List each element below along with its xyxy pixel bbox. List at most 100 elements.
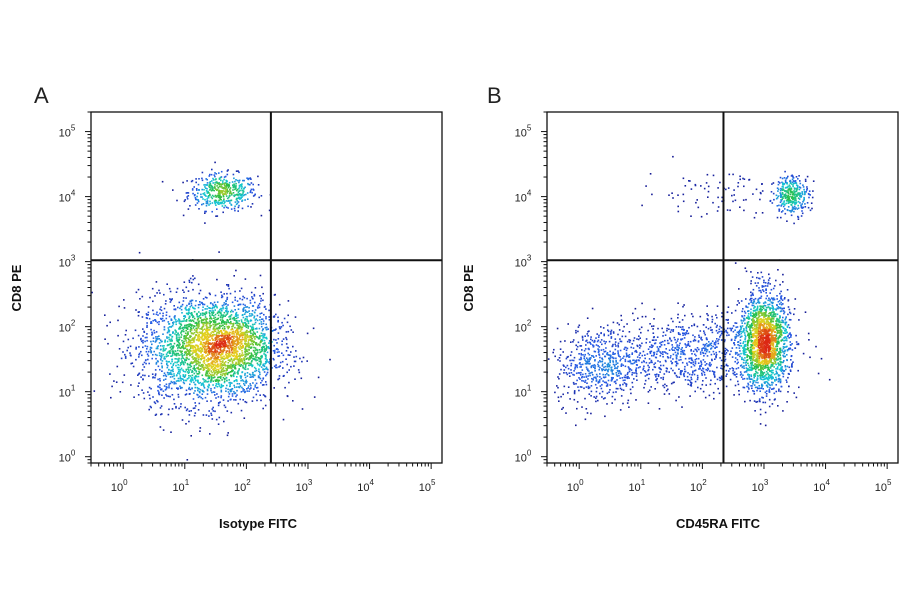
data-point bbox=[779, 176, 782, 179]
data-point bbox=[219, 365, 221, 367]
data-point bbox=[217, 396, 220, 398]
data-point bbox=[193, 376, 196, 378]
data-point bbox=[137, 288, 140, 291]
data-point bbox=[244, 348, 247, 350]
data-point bbox=[711, 321, 713, 323]
data-point bbox=[628, 339, 630, 341]
data-point bbox=[205, 370, 208, 372]
data-point bbox=[717, 196, 719, 199]
data-point bbox=[184, 199, 186, 201]
data-point bbox=[250, 353, 253, 355]
data-point bbox=[207, 380, 210, 383]
data-point bbox=[141, 369, 144, 371]
data-point bbox=[253, 194, 256, 197]
data-point bbox=[629, 339, 632, 342]
data-point bbox=[194, 277, 196, 280]
data-point bbox=[169, 395, 171, 398]
data-point bbox=[761, 396, 763, 399]
data-point bbox=[250, 360, 253, 363]
data-point bbox=[690, 350, 692, 352]
data-point bbox=[196, 189, 198, 191]
data-point bbox=[809, 194, 811, 196]
data-point bbox=[235, 269, 237, 272]
data-point bbox=[237, 314, 239, 316]
data-point bbox=[212, 348, 214, 350]
data-point bbox=[702, 359, 705, 361]
data-point bbox=[766, 285, 769, 287]
data-point bbox=[147, 350, 150, 353]
data-point bbox=[209, 193, 211, 196]
data-point bbox=[177, 377, 180, 380]
data-point bbox=[260, 366, 263, 368]
data-point bbox=[606, 392, 609, 395]
data-point bbox=[708, 394, 711, 397]
data-point bbox=[239, 193, 241, 195]
data-point bbox=[201, 327, 203, 330]
data-point bbox=[206, 331, 209, 334]
data-point bbox=[696, 199, 698, 201]
data-point bbox=[677, 210, 680, 213]
data-point bbox=[615, 382, 617, 385]
data-point bbox=[294, 316, 297, 318]
data-point bbox=[794, 347, 797, 349]
data-point bbox=[756, 276, 758, 279]
data-point bbox=[203, 379, 205, 381]
data-point bbox=[174, 350, 177, 352]
data-point bbox=[252, 189, 255, 191]
data-point bbox=[167, 321, 170, 323]
data-point bbox=[235, 352, 238, 355]
data-point bbox=[233, 358, 235, 360]
data-point bbox=[682, 193, 685, 196]
data-point bbox=[595, 395, 598, 398]
data-point bbox=[240, 358, 243, 361]
data-point bbox=[725, 364, 728, 367]
data-point bbox=[240, 187, 243, 190]
data-point bbox=[182, 357, 184, 360]
data-point bbox=[688, 180, 690, 182]
data-point bbox=[244, 380, 246, 383]
data-point bbox=[243, 306, 245, 309]
data-point bbox=[225, 322, 228, 324]
data-point bbox=[651, 354, 653, 357]
data-point bbox=[173, 373, 175, 375]
data-point bbox=[754, 410, 756, 412]
data-point bbox=[235, 198, 238, 201]
data-point bbox=[216, 368, 218, 371]
data-point bbox=[190, 324, 193, 326]
data-point bbox=[699, 330, 702, 332]
data-point bbox=[143, 397, 146, 400]
data-point bbox=[204, 296, 207, 299]
data-point bbox=[806, 189, 808, 191]
data-point bbox=[220, 390, 223, 393]
data-point bbox=[156, 399, 158, 402]
data-point bbox=[249, 329, 252, 332]
data-point bbox=[227, 190, 230, 193]
data-point bbox=[190, 299, 193, 302]
data-point bbox=[230, 349, 233, 352]
data-point bbox=[143, 331, 146, 333]
data-point bbox=[213, 315, 215, 317]
data-point bbox=[207, 376, 210, 378]
data-point bbox=[214, 186, 216, 188]
data-point bbox=[222, 190, 225, 192]
data-point bbox=[239, 330, 242, 332]
data-point bbox=[247, 325, 250, 328]
data-point bbox=[228, 352, 231, 355]
data-point bbox=[171, 366, 174, 368]
data-point bbox=[201, 319, 204, 321]
data-point bbox=[743, 178, 746, 180]
data-point bbox=[265, 328, 268, 331]
data-point bbox=[170, 319, 173, 321]
data-point bbox=[260, 355, 262, 358]
data-point bbox=[239, 336, 241, 338]
y-tick-label: 104 bbox=[59, 189, 76, 205]
data-point bbox=[175, 382, 177, 385]
data-point bbox=[214, 313, 217, 316]
data-point bbox=[214, 194, 217, 197]
data-point bbox=[201, 374, 204, 377]
data-point bbox=[207, 339, 210, 341]
data-point bbox=[789, 370, 792, 372]
data-point bbox=[244, 186, 246, 189]
data-point bbox=[247, 339, 250, 341]
data-point bbox=[623, 348, 626, 350]
